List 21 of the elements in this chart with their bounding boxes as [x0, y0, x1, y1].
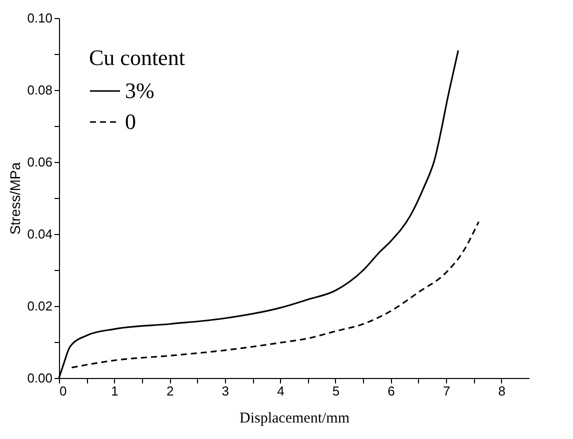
line-series — [70, 220, 480, 368]
y-tick-label: 0.02 — [27, 298, 52, 314]
x-tick-label: 5 — [332, 384, 340, 398]
x-tick-label: 8 — [498, 384, 506, 398]
legend-label: 3% — [125, 78, 154, 103]
y-tick-label: 0.08 — [27, 82, 52, 98]
x-tick-label: 4 — [277, 384, 284, 398]
legend-label: 0 — [125, 109, 136, 134]
x-tick-label: 3 — [222, 384, 229, 398]
x-tick-label: 0 — [60, 384, 67, 398]
legend-title: Cu content — [89, 45, 185, 70]
y-axis-title: Stress/MPa — [7, 162, 24, 235]
y-tick-label: 0.10 — [27, 10, 52, 26]
y-tick-label: 0.04 — [27, 226, 52, 242]
y-tick-label: 0.00 — [27, 370, 52, 386]
x-tick-label: 1 — [111, 384, 118, 398]
x-tick-label: 6 — [388, 384, 395, 398]
x-tick-label: 2 — [166, 384, 174, 398]
x-axis-title: Displacement/mm — [240, 410, 350, 426]
x-tick-label: 7 — [442, 384, 450, 398]
y-tick-label: 0.06 — [27, 154, 52, 170]
